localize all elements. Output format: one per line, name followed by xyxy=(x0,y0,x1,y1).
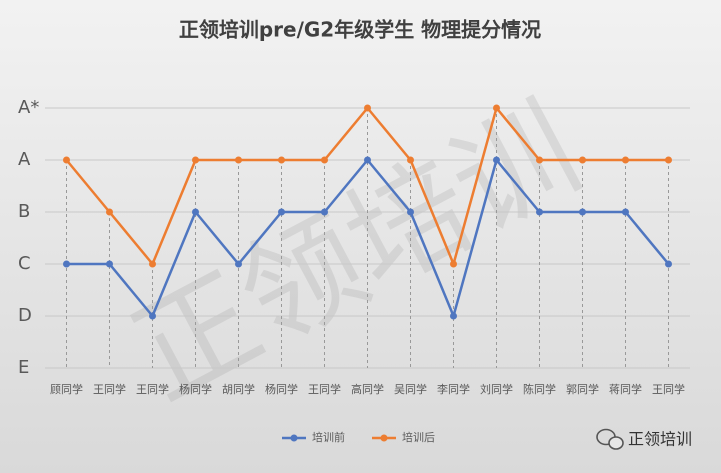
y-tick-label: D xyxy=(18,305,32,326)
point xyxy=(278,208,285,216)
logo-bubble xyxy=(608,436,624,450)
point xyxy=(364,104,371,112)
x-tick-label: 王同学 xyxy=(308,382,341,396)
point xyxy=(63,260,70,268)
y-tick-label: C xyxy=(18,253,31,274)
point xyxy=(579,156,586,164)
point xyxy=(106,260,113,268)
point xyxy=(235,156,242,164)
y-tick-label: E xyxy=(18,357,29,378)
point xyxy=(536,156,543,164)
x-tick-label: 杨同学 xyxy=(265,382,298,396)
chart-title: 正领培训pre/G2年级学生 物理提分情况 xyxy=(179,18,541,42)
x-tick-label: 李同学 xyxy=(437,382,470,396)
x-tick-label: 王同学 xyxy=(652,382,685,396)
point xyxy=(364,156,371,164)
point xyxy=(278,156,285,164)
brand-text: 正领培训 xyxy=(628,430,692,449)
point xyxy=(192,156,199,164)
y-tick-label: B xyxy=(18,201,30,222)
x-tick-label: 刘同学 xyxy=(480,382,513,396)
point xyxy=(622,156,629,164)
point xyxy=(149,260,156,268)
point xyxy=(407,208,414,216)
x-tick-label: 杨同学 xyxy=(179,382,212,396)
x-tick-label: 蒋同学 xyxy=(609,382,642,396)
x-tick-label: 高同学 xyxy=(351,382,384,396)
point xyxy=(536,208,543,216)
point xyxy=(622,208,629,216)
point xyxy=(579,208,586,216)
x-tick-label: 胡同学 xyxy=(222,382,255,396)
point xyxy=(321,156,328,164)
point xyxy=(665,156,672,164)
brand-logo: 正领培训 xyxy=(596,428,692,450)
point xyxy=(235,260,242,268)
point xyxy=(149,312,156,320)
x-tick-label: 吴同学 xyxy=(394,382,427,396)
point xyxy=(407,156,414,164)
y-tick-label: A* xyxy=(18,97,39,118)
x-tick-label: 顾同学 xyxy=(50,382,83,396)
point xyxy=(493,104,500,112)
legend-marker xyxy=(380,434,388,442)
x-tick-label: 王同学 xyxy=(93,382,126,396)
point xyxy=(106,208,113,216)
point xyxy=(450,260,457,268)
legend-marker xyxy=(290,434,298,442)
point xyxy=(321,208,328,216)
point xyxy=(192,208,199,216)
x-tick-label: 王同学 xyxy=(136,382,169,396)
legend-label: 培训前 xyxy=(312,430,345,444)
point xyxy=(450,312,457,320)
legend-label: 培训后 xyxy=(402,430,435,444)
x-tick-label: 陈同学 xyxy=(523,382,556,396)
point xyxy=(63,156,70,164)
y-tick-label: A xyxy=(18,149,31,170)
point xyxy=(493,156,500,164)
point xyxy=(665,260,672,268)
x-tick-label: 郭同学 xyxy=(566,382,599,396)
